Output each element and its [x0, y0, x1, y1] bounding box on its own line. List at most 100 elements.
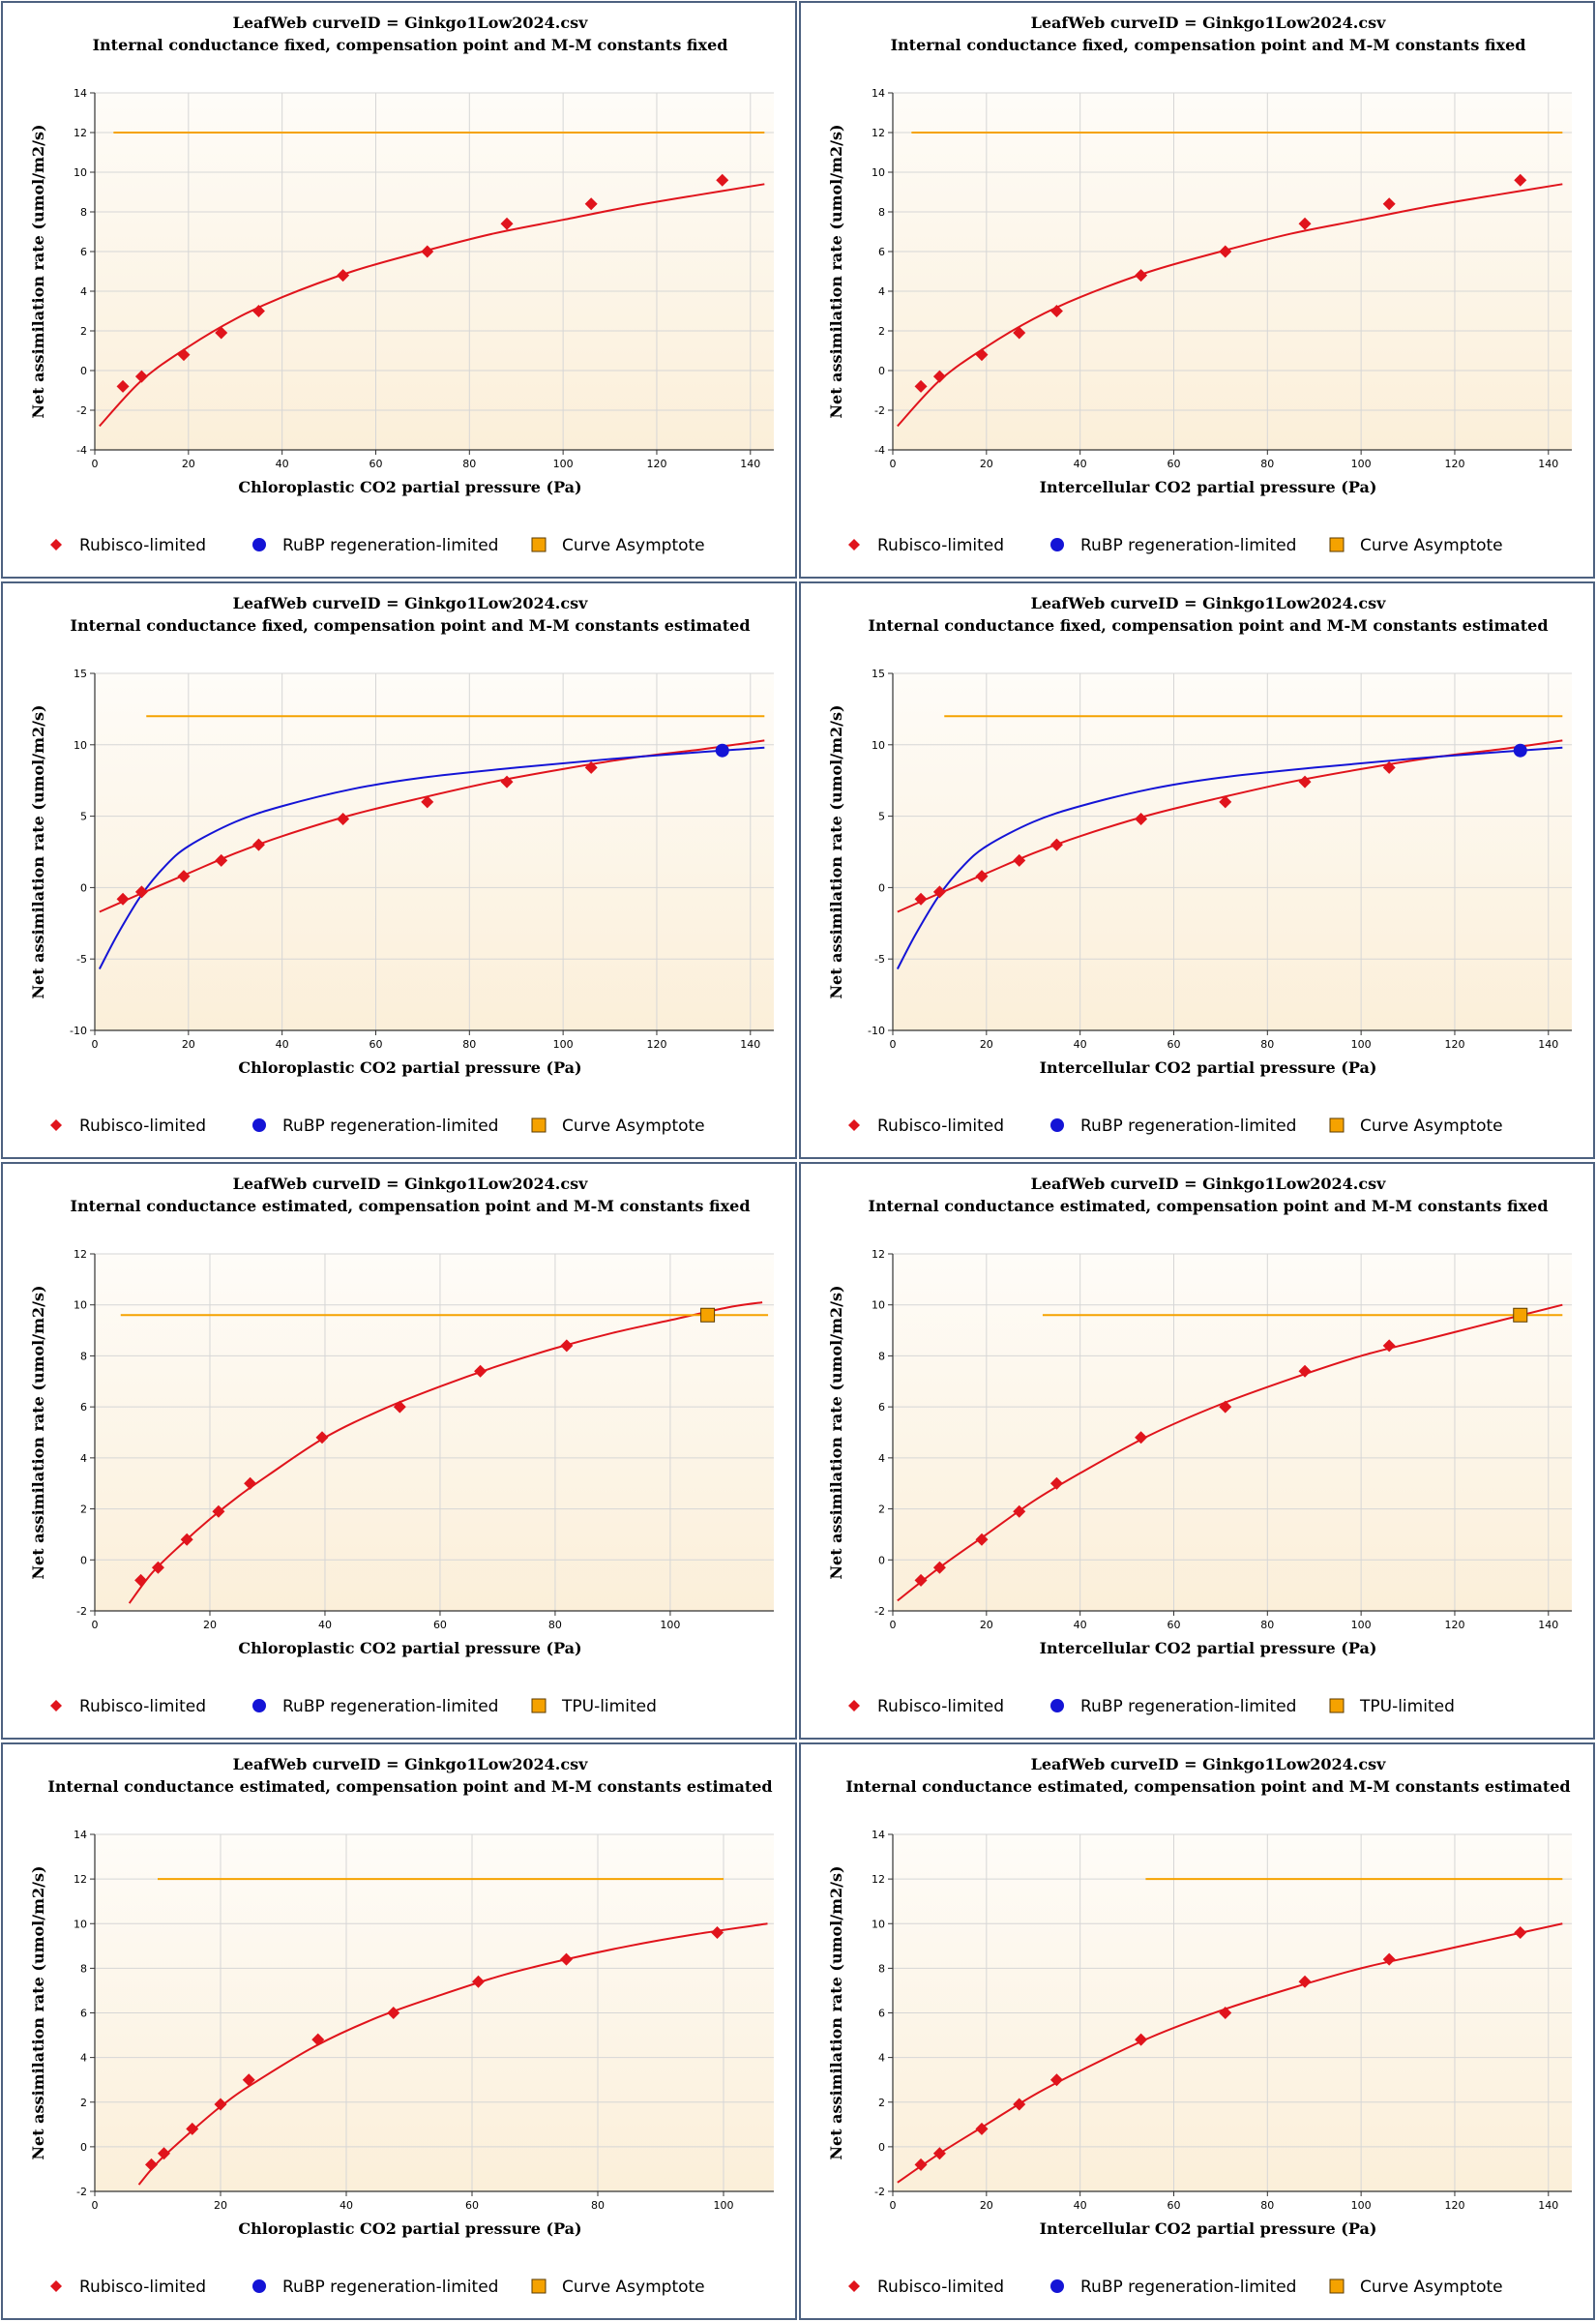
- legend-label: RuBP regeneration-limited: [282, 1697, 498, 1716]
- plot-area: [95, 1254, 774, 1611]
- plot-area: [893, 673, 1572, 1030]
- rubisco-data-point: [1514, 1925, 1527, 1939]
- x-tick-label: 100: [1351, 458, 1372, 470]
- x-tick-label: 0: [92, 1619, 99, 1631]
- x-tick-label: 80: [1260, 1619, 1274, 1631]
- legend-label: Curve Asymptote: [1360, 1116, 1503, 1136]
- x-tick-label: 80: [1260, 2199, 1274, 2212]
- chart-title: LeafWeb curveID = Ginkgo1Low2024.csv: [1031, 1175, 1386, 1193]
- rubisco-data-point: [975, 348, 989, 362]
- legend-rubp-marker: [252, 538, 266, 551]
- legend-label: Rubisco-limited: [79, 1697, 206, 1716]
- y-axis-label: Net assimilation rate (umol/m2/s): [29, 1865, 47, 2159]
- chart-title: LeafWeb curveID = Ginkgo1Low2024.csv: [1031, 14, 1386, 32]
- x-tick-label: 20: [980, 1619, 993, 1631]
- chart-subtitle: Internal conductance fixed, compensation…: [868, 616, 1548, 635]
- x-tick-label: 20: [980, 2199, 993, 2212]
- rubisco-data-point: [1514, 173, 1527, 187]
- rubisco-data-point: [116, 892, 130, 906]
- chart-panel: LeafWeb curveID = Ginkgo1Low2024.csv Inte…: [1, 1162, 797, 1740]
- plot-area: [893, 1254, 1572, 1611]
- rubisco-data-point: [134, 370, 148, 383]
- y-tick-label: 2: [878, 2097, 885, 2109]
- legend-label: Curve Asymptote: [1360, 536, 1503, 555]
- rubisco-data-point: [387, 2007, 400, 2019]
- x-tick-label: 80: [548, 1619, 562, 1631]
- tpu-data-point: [1513, 1307, 1528, 1323]
- chart-subtitle: Internal conductance estimated, compensa…: [868, 1197, 1548, 1215]
- plot-area: [893, 93, 1572, 450]
- chart-title: LeafWeb curveID = Ginkgo1Low2024.csv: [233, 14, 588, 32]
- y-tick-label: 0: [80, 365, 87, 377]
- y-tick-label: 2: [80, 2097, 87, 2109]
- chart-panel: LeafWeb curveID = Ginkgo1Low2024.csv Inte…: [799, 1162, 1595, 1740]
- y-tick-label: 5: [878, 811, 885, 823]
- rubisco-data-point: [134, 1573, 148, 1587]
- rubisco-data-point: [1298, 217, 1312, 230]
- legend-rubisco-marker: [50, 2280, 62, 2292]
- legend-square-marker: [531, 1698, 547, 1713]
- y-tick-label: -2: [76, 2186, 87, 2198]
- rubp-data-point: [715, 743, 729, 758]
- rubisco-data-point: [1013, 326, 1026, 340]
- x-tick-label: 140: [1538, 1619, 1558, 1631]
- chart-title: LeafWeb curveID = Ginkgo1Low2024.csv: [233, 1175, 588, 1193]
- x-axis-label: Intercellular CO2 partial pressure (Pa): [1040, 2219, 1377, 2238]
- y-tick-label: 12: [872, 127, 885, 139]
- rubisco-data-point: [251, 305, 265, 317]
- x-tick-label: 100: [660, 1619, 680, 1631]
- rubisco-data-point: [244, 1476, 257, 1490]
- legend-label: Curve Asymptote: [562, 2277, 705, 2297]
- x-tick-label: 60: [1167, 1038, 1180, 1051]
- y-tick-label: 2: [878, 325, 885, 338]
- legend-rubisco-marker: [848, 539, 860, 551]
- rubisco-data-point: [134, 885, 148, 899]
- y-axis-label: Net assimilation rate (umol/m2/s): [827, 704, 845, 998]
- y-tick-label: 10: [872, 1299, 885, 1312]
- legend-label: RuBP regeneration-limited: [282, 1116, 498, 1136]
- rubisco-data-point: [560, 1952, 573, 1966]
- x-tick-label: 40: [318, 1619, 332, 1631]
- x-tick-label: 120: [646, 1038, 666, 1051]
- legend-rubisco-marker: [50, 1700, 62, 1712]
- y-axis-label: Net assimilation rate (umol/m2/s): [29, 704, 47, 998]
- rubisco-fit-curve: [897, 1303, 1563, 1602]
- y-tick-label: -10: [868, 1025, 885, 1037]
- rubisco-data-point: [914, 892, 928, 906]
- y-tick-label: -2: [76, 1605, 87, 1618]
- y-tick-label: 10: [872, 739, 885, 752]
- x-axis-label: Chloroplastic CO2 partial pressure (Pa): [238, 478, 581, 496]
- rubisco-data-point: [1219, 245, 1232, 258]
- y-tick-label: -10: [70, 1025, 87, 1037]
- legend-rubp-marker: [252, 2279, 266, 2293]
- x-tick-label: 60: [369, 1038, 382, 1051]
- rubp-data-point: [1513, 743, 1527, 758]
- x-tick-label: 60: [1167, 458, 1180, 470]
- x-tick-label: 0: [890, 2199, 897, 2212]
- legend-rubp-marker: [252, 1118, 266, 1132]
- rubisco-data-point: [932, 1561, 946, 1574]
- x-axis-label: Chloroplastic CO2 partial pressure (Pa): [238, 1058, 581, 1077]
- legend-square-marker: [1329, 2278, 1345, 2294]
- y-tick-label: 6: [80, 2008, 87, 2020]
- y-tick-label: 10: [872, 1918, 885, 1930]
- rubisco-data-point: [1013, 2098, 1026, 2111]
- rubisco-data-point: [212, 1504, 225, 1518]
- rubisco-data-point: [975, 1533, 989, 1546]
- y-tick-label: 10: [872, 166, 885, 179]
- x-tick-label: 120: [1444, 1619, 1464, 1631]
- legend-square-marker: [531, 1117, 547, 1133]
- x-axis-label: Intercellular CO2 partial pressure (Pa): [1040, 478, 1377, 496]
- rubisco-data-point: [500, 775, 514, 789]
- y-tick-label: 14: [872, 87, 885, 100]
- y-tick-label: -2: [874, 404, 885, 417]
- x-axis-label: Intercellular CO2 partial pressure (Pa): [1040, 1639, 1377, 1657]
- y-tick-label: 6: [878, 246, 885, 258]
- legend-label: Curve Asymptote: [1360, 2277, 1503, 2297]
- chart-panel: LeafWeb curveID = Ginkgo1Low2024.csv Inte…: [1, 1742, 797, 2320]
- rubisco-data-point: [214, 2098, 227, 2111]
- legend-label: Curve Asymptote: [562, 536, 705, 555]
- legend-label: RuBP regeneration-limited: [282, 536, 498, 555]
- y-tick-label: -5: [76, 953, 87, 966]
- rubisco-data-point: [932, 370, 946, 383]
